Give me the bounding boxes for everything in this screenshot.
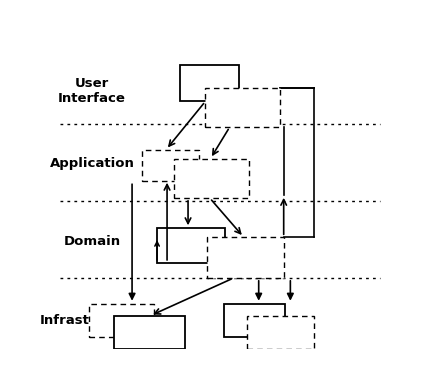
Bar (142, 150, 199, 181)
Text: User
Interface: User Interface (58, 77, 126, 105)
Text: Application: Application (49, 157, 135, 170)
Text: Infrastructure: Infrastructure (40, 314, 145, 327)
Bar (89, 304, 154, 337)
Bar (206, 88, 280, 127)
Bar (174, 159, 249, 198)
Bar (207, 237, 284, 278)
Bar (114, 316, 185, 349)
Text: Domain: Domain (64, 235, 121, 248)
Bar (224, 304, 286, 337)
Bar (157, 228, 225, 263)
Bar (247, 316, 314, 349)
Bar (181, 65, 239, 102)
